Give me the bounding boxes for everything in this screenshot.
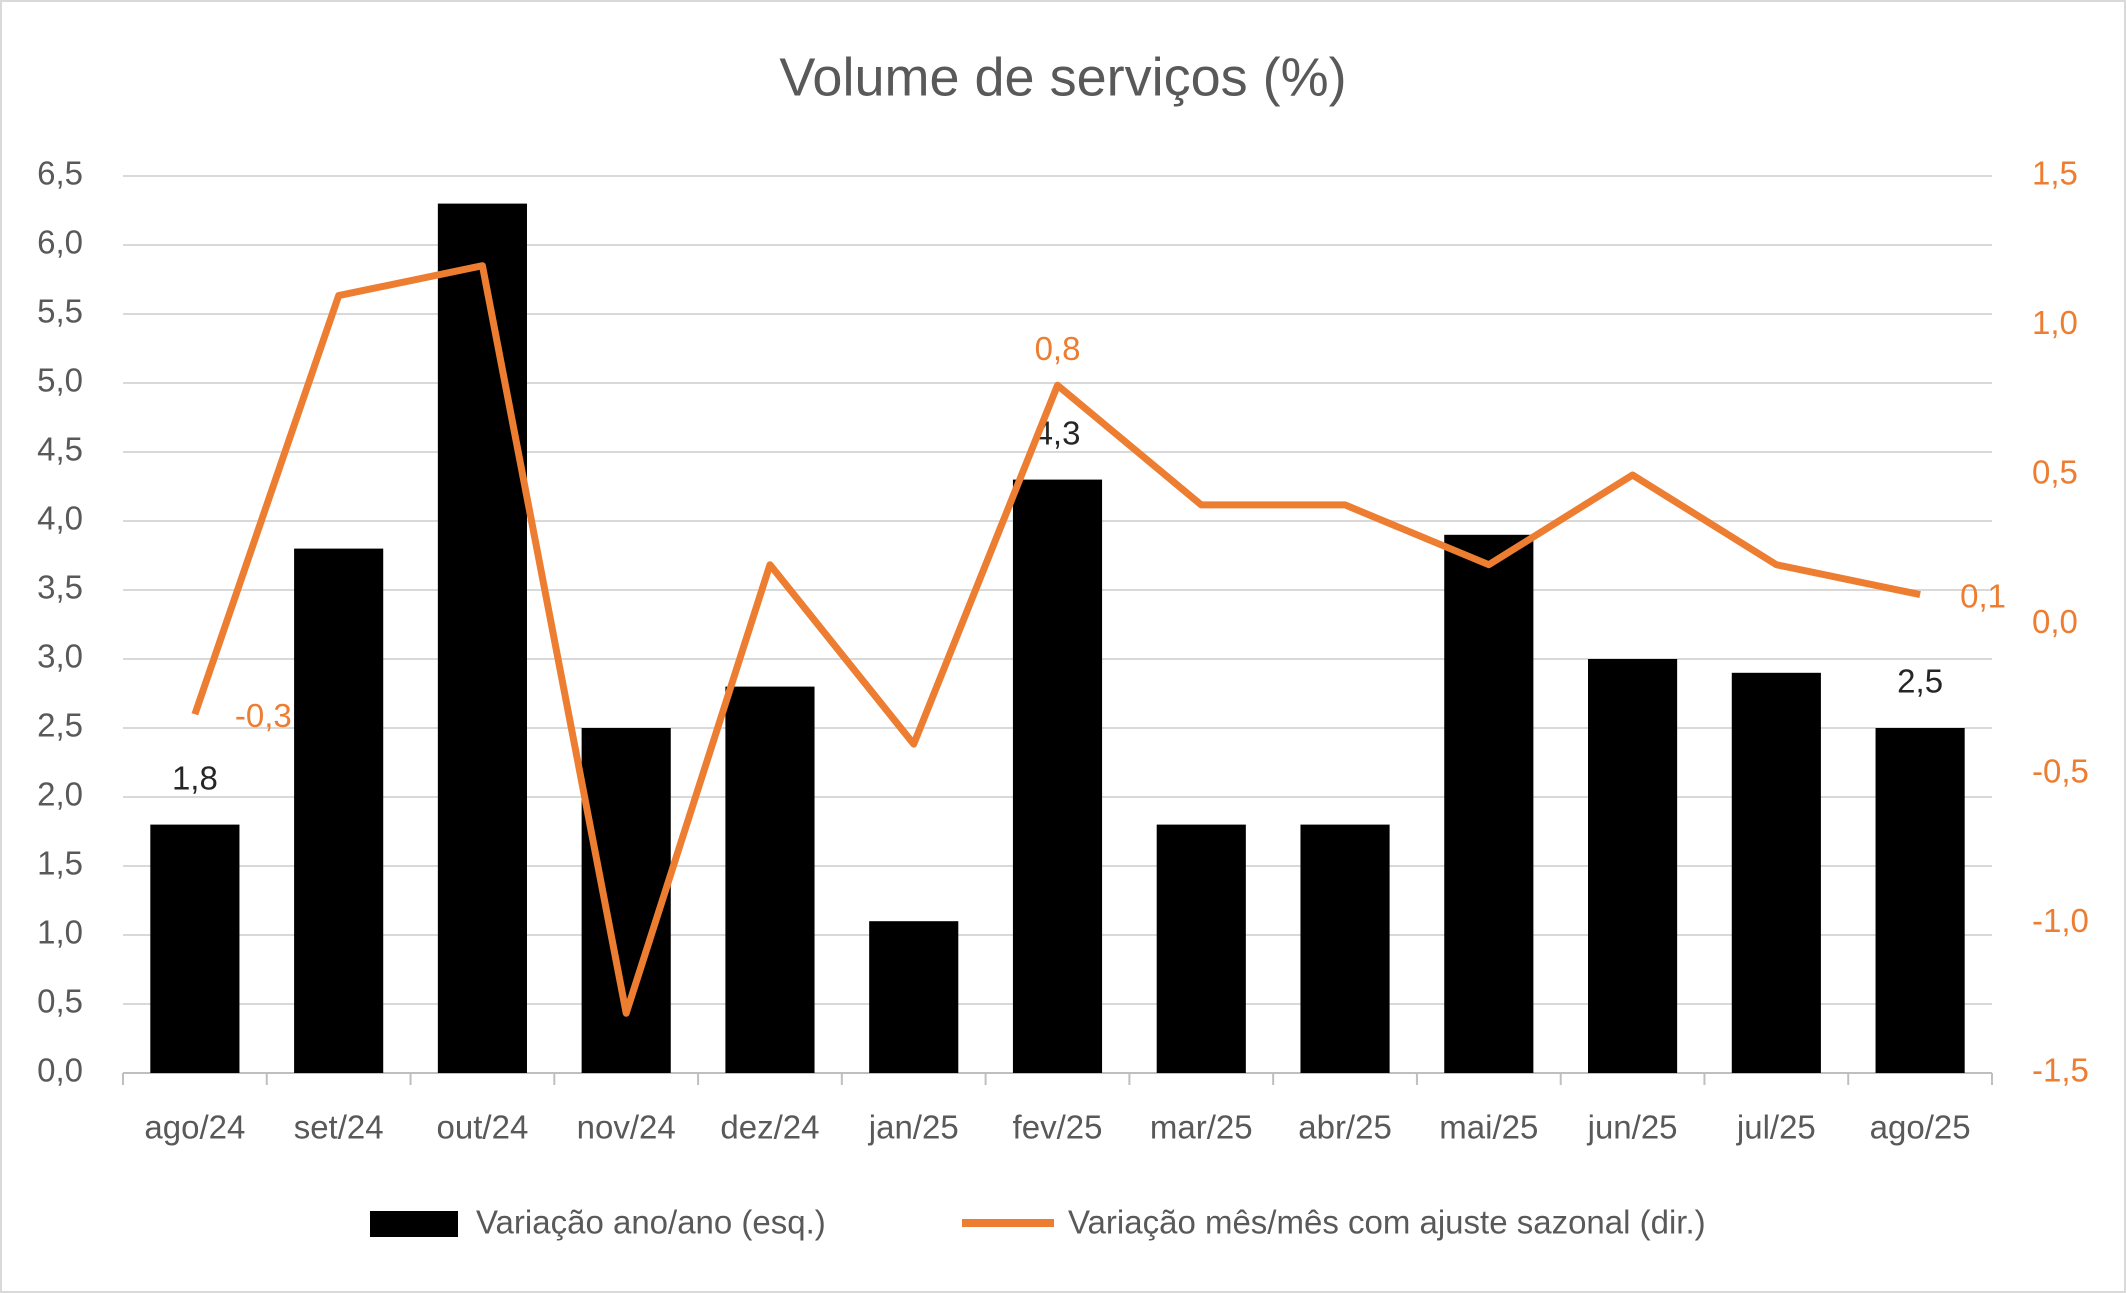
x-tick-label: abr/25 bbox=[1298, 1109, 1392, 1146]
bar bbox=[869, 921, 959, 1073]
y-tick-label: 6,5 bbox=[37, 155, 83, 192]
x-tick-label: out/24 bbox=[437, 1109, 529, 1146]
x-tick-label: set/24 bbox=[294, 1109, 384, 1146]
x-tick-label: jul/25 bbox=[1736, 1109, 1816, 1146]
line-value-label: 0,8 bbox=[1035, 330, 1081, 367]
line bbox=[191, 262, 1921, 1017]
y-tick-label: 5,0 bbox=[37, 362, 83, 399]
bar bbox=[294, 548, 384, 1073]
y-tick-label: 5,5 bbox=[37, 293, 83, 330]
y2-tick-label: -1,0 bbox=[2032, 902, 2089, 939]
y-tick-label: 4,5 bbox=[37, 431, 83, 468]
y2-tick-label: -0,5 bbox=[2032, 753, 2089, 790]
bar bbox=[1300, 824, 1390, 1073]
x-tick-label: mar/25 bbox=[1150, 1109, 1253, 1146]
y-tick-label: 2,5 bbox=[37, 707, 83, 744]
chart-title: Volume de serviços (%) bbox=[779, 47, 1346, 107]
y-tick-label: 0,0 bbox=[37, 1052, 83, 1089]
y2-tick-label: 1,0 bbox=[2032, 304, 2078, 341]
y-tick-label: 1,5 bbox=[37, 845, 83, 882]
y-tick-label: 3,5 bbox=[37, 569, 83, 606]
bar-value-label: 2,5 bbox=[1897, 663, 1943, 700]
y-tick-label: 1,0 bbox=[37, 914, 83, 951]
y2-tick-label: 0,5 bbox=[2032, 454, 2078, 491]
x-tick-label: ago/25 bbox=[1870, 1109, 1971, 1146]
legend-swatch bbox=[370, 1211, 458, 1237]
bar bbox=[1875, 728, 1965, 1073]
bar-value-label: 1,8 bbox=[172, 759, 218, 796]
y-tick-label: 0,5 bbox=[37, 983, 83, 1020]
bar bbox=[725, 686, 815, 1073]
legend-label: Variação mês/mês com ajuste sazonal (dir… bbox=[1068, 1204, 1706, 1241]
y2-tick-label: -1,5 bbox=[2032, 1052, 2089, 1089]
bar bbox=[1731, 672, 1821, 1073]
y-tick-label: 3,0 bbox=[37, 638, 83, 675]
x-tick-label: dez/24 bbox=[720, 1109, 819, 1146]
bar bbox=[1156, 824, 1246, 1073]
bar bbox=[581, 728, 671, 1073]
line-value-label: -0,3 bbox=[235, 697, 292, 734]
x-tick-label: ago/24 bbox=[144, 1109, 245, 1146]
y-tick-label: 4,0 bbox=[37, 500, 83, 537]
y-tick-label: 2,0 bbox=[37, 776, 83, 813]
x-tick-label: fev/25 bbox=[1013, 1109, 1103, 1146]
bar bbox=[1012, 479, 1103, 1074]
bar bbox=[1588, 659, 1678, 1073]
x-tick-label: jan/25 bbox=[868, 1109, 959, 1146]
line-value-label: 0,1 bbox=[1960, 577, 2006, 614]
bar bbox=[150, 824, 240, 1073]
y2-tick-label: 1,5 bbox=[2032, 155, 2078, 192]
bar bbox=[437, 203, 527, 1074]
y-tick-label: 6,0 bbox=[37, 224, 83, 261]
y2-tick-label: 0,0 bbox=[2032, 603, 2078, 640]
x-tick-label: jun/25 bbox=[1587, 1109, 1678, 1146]
legend-label: Variação ano/ano (esq.) bbox=[476, 1204, 826, 1241]
x-tick-label: mai/25 bbox=[1439, 1109, 1538, 1146]
bar bbox=[1444, 534, 1534, 1073]
x-tick-label: nov/24 bbox=[577, 1109, 676, 1146]
